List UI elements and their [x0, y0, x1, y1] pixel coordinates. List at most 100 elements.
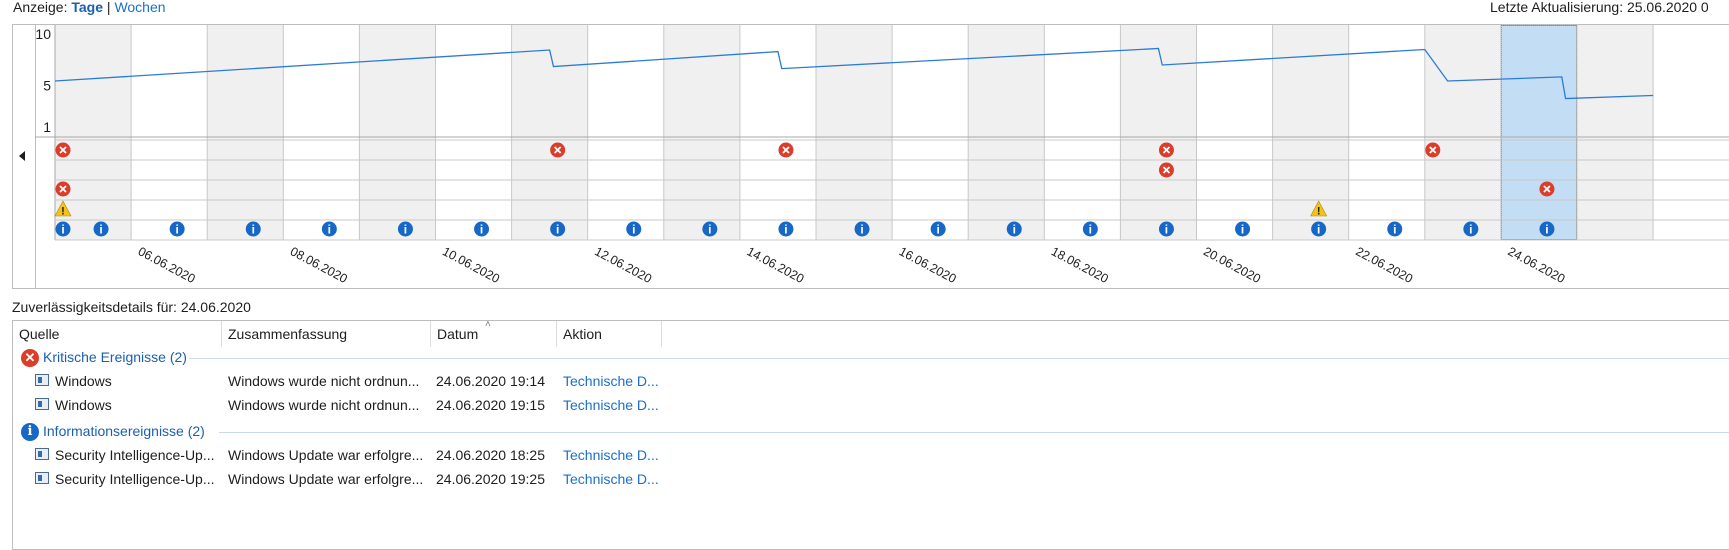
information-event-icon[interactable]: i [1539, 221, 1555, 237]
cell-summary: Windows wurde nicht ordnun... [228, 373, 420, 389]
critical-event-icon[interactable] [1539, 181, 1555, 197]
date-tick-label: 16.06.2020 [897, 244, 959, 286]
column-header-source[interactable]: Quelle [13, 321, 222, 347]
svg-text:i: i [175, 223, 178, 237]
day-column[interactable] [1500, 25, 1577, 240]
day-column[interactable] [1196, 25, 1273, 240]
technical-details-link[interactable]: Technische D... [563, 373, 659, 389]
event-source-icon [35, 472, 49, 484]
information-event-icon[interactable]: i [778, 221, 794, 237]
critical-event-icon[interactable] [778, 142, 794, 158]
date-tick-label: 08.06.2020 [288, 244, 350, 286]
information-event-icon[interactable]: i [702, 221, 718, 237]
table-row[interactable]: Security Intelligence-Up... Windows Upda… [13, 444, 1729, 468]
information-event-icon[interactable]: i [245, 221, 261, 237]
table-row[interactable]: Security Intelligence-Up... Windows Upda… [13, 468, 1729, 492]
y-tick-label: 1 [43, 119, 51, 135]
table-row[interactable]: Windows Windows wurde nicht ordnun... 24… [13, 394, 1729, 418]
group-label: Kritische Ereignisse (2) [43, 349, 187, 365]
column-header-summary[interactable]: Zusammenfassung [222, 321, 431, 347]
information-event-icon[interactable]: i [1311, 221, 1327, 237]
technical-details-link[interactable]: Technische D... [563, 397, 659, 413]
cell-date: 24.06.2020 19:14 [436, 373, 545, 389]
reliability-chart[interactable]: 10 5 1!! i i i i i i i i i i i i i i i i i i i i i 06.06.2020 08.… [12, 24, 1729, 289]
cell-summary: Windows Update war erfolgre... [228, 471, 424, 487]
warning-event-icon[interactable]: ! [1310, 200, 1328, 218]
svg-text:i: i [1393, 223, 1396, 237]
critical-event-icon[interactable] [1425, 142, 1441, 158]
information-event-icon[interactable]: i [93, 221, 109, 237]
column-header-date[interactable]: Datum [431, 321, 557, 347]
information-event-icon[interactable]: i [1463, 221, 1479, 237]
last-update-text: Letzte Aktualisierung: 25.06.2020 0 [1490, 0, 1709, 15]
information-event-icon[interactable]: i [1006, 221, 1022, 237]
cell-summary: Windows wurde nicht ordnun... [228, 397, 420, 413]
group-critical-events[interactable]: ✕ Kritische Ereignisse (2) [19, 347, 1729, 369]
technical-details-link[interactable]: Technische D... [563, 471, 659, 487]
day-column[interactable] [1272, 25, 1349, 240]
day-column[interactable] [663, 25, 740, 240]
day-column[interactable] [511, 25, 588, 240]
day-column[interactable] [283, 25, 360, 240]
column-header-action[interactable]: Aktion [557, 321, 662, 347]
information-event-icon[interactable]: i [930, 221, 946, 237]
critical-event-icon[interactable] [55, 181, 71, 197]
information-event-icon[interactable]: i [1082, 221, 1098, 237]
information-event-icon[interactable]: i [550, 221, 566, 237]
table-row[interactable]: Windows Windows wurde nicht ordnun... 24… [13, 370, 1729, 394]
reliability-chart-canvas[interactable]: 10 5 1! ! i i i i i i i i i i i i i i i i i i i i i 06.06.2020 08.… [13, 25, 1729, 289]
warning-event-icon[interactable]: ! [54, 200, 72, 218]
information-event-icon[interactable]: i [321, 221, 337, 237]
day-column[interactable] [207, 25, 284, 240]
information-event-icon[interactable]: i [1387, 221, 1403, 237]
day-column[interactable] [131, 25, 208, 240]
group-information-events[interactable]: i Informationsereignisse (2) [19, 421, 1729, 443]
view-selector: Anzeige: Tage | Wochen [13, 0, 166, 15]
information-event-icon[interactable]: i [169, 221, 185, 237]
day-column[interactable] [55, 25, 132, 240]
information-event-icon[interactable]: i [55, 221, 71, 237]
svg-text:i: i [784, 223, 787, 237]
day-column[interactable] [1577, 25, 1654, 240]
information-event-icon[interactable]: i [1235, 221, 1251, 237]
information-event-icon[interactable]: i [397, 221, 413, 237]
view-label: Anzeige: [13, 0, 68, 15]
technical-details-link[interactable]: Technische D... [563, 447, 659, 463]
day-column[interactable] [816, 25, 893, 240]
day-column[interactable] [1348, 25, 1425, 240]
day-column[interactable] [1120, 25, 1197, 240]
day-column[interactable] [892, 25, 969, 240]
day-column[interactable] [1424, 25, 1501, 240]
view-weeks-link[interactable]: Wochen [114, 0, 166, 15]
information-icon: i [21, 423, 39, 441]
cell-source: Windows [55, 373, 112, 389]
svg-text:i: i [860, 223, 863, 237]
view-toolbar: Anzeige: Tage | Wochen Letzte Aktualisie… [0, 0, 1729, 18]
critical-event-icon[interactable] [1158, 162, 1174, 178]
critical-event-icon[interactable] [1158, 142, 1174, 158]
svg-text:i: i [1317, 223, 1320, 237]
critical-event-icon[interactable] [550, 142, 566, 158]
table-header: Quelle Zusammenfassung Datum ˄ Aktion [13, 321, 1729, 347]
y-tick-label: 10 [35, 26, 51, 42]
information-event-icon[interactable]: i [474, 221, 490, 237]
information-event-icon[interactable]: i [626, 221, 642, 237]
cell-date: 24.06.2020 19:15 [436, 397, 545, 413]
day-column[interactable] [968, 25, 1045, 240]
view-separator: | [106, 0, 111, 15]
scroll-left-button[interactable] [13, 25, 36, 288]
view-days-button[interactable]: Tage [71, 0, 104, 15]
date-tick-label: 22.06.2020 [1353, 244, 1415, 286]
event-source-icon [35, 398, 49, 410]
critical-event-icon[interactable] [55, 142, 71, 158]
day-column[interactable] [587, 25, 664, 240]
sort-ascending-icon: ˄ [485, 320, 491, 330]
day-column[interactable] [435, 25, 512, 240]
information-event-icon[interactable]: i [1158, 221, 1174, 237]
day-column[interactable] [1044, 25, 1121, 240]
svg-text:i: i [252, 223, 255, 237]
day-column[interactable] [739, 25, 816, 240]
details-table: Quelle Zusammenfassung Datum ˄ Aktion ✕ … [12, 320, 1729, 550]
information-event-icon[interactable]: i [854, 221, 870, 237]
svg-text:!: ! [61, 206, 65, 218]
